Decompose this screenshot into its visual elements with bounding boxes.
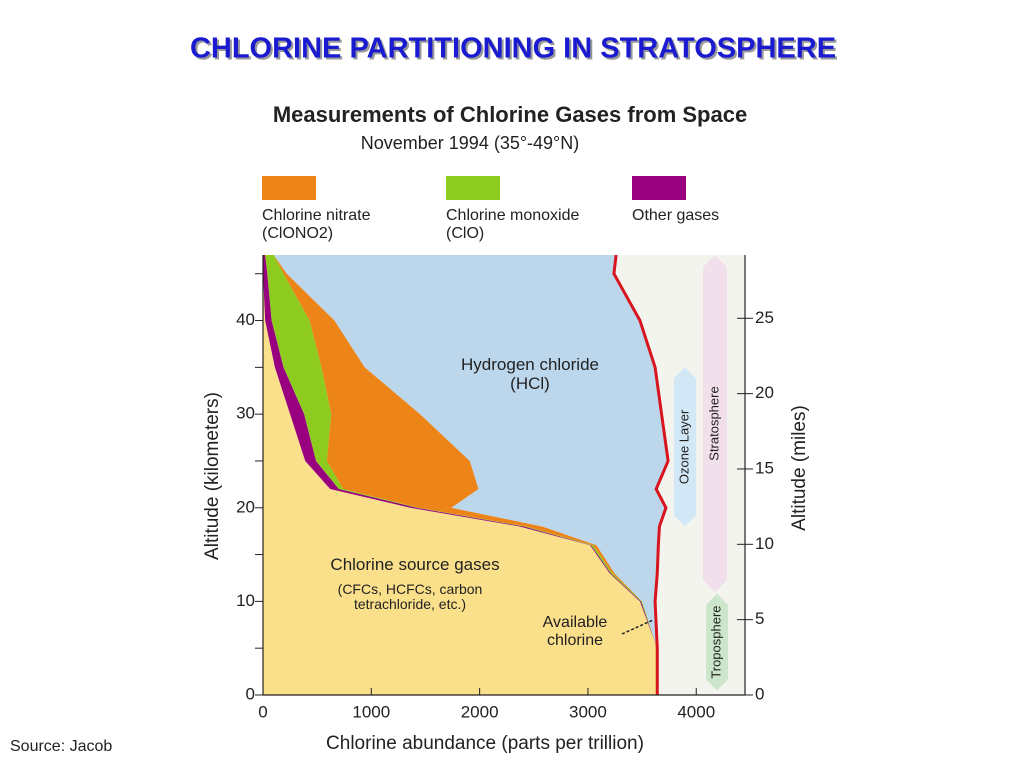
y-tick-label: 0 [246,684,255,703]
band [703,255,727,593]
y2-axis-label: Altitude (miles) [789,405,810,531]
x-tick-label: 4000 [677,702,715,721]
y2-tick-label: 20 [755,383,774,402]
x-tick-label: 2000 [461,702,499,721]
area [263,255,658,695]
area [273,255,658,695]
annotation-arrow [621,619,654,635]
y-tick-label: 20 [236,497,255,516]
band [674,367,696,527]
y-axis-label: Altitude (kilometers) [202,392,223,560]
band-label: Troposphere [708,605,723,678]
slide-title-shadow: CHLORINE PARTITIONING IN STRATOSPHERE [192,35,838,67]
hcl-label: Hydrogen chloride (HCl) [461,355,599,393]
band-label: Stratosphere [706,386,721,460]
slide-title: CHLORINE PARTITIONING IN STRATOSPHERE [190,33,836,65]
legend-label: Chlorine monoxide (ClO) [446,207,580,242]
y2-tick-label: 25 [755,308,774,327]
legend-swatch [262,176,316,200]
available-chlorine-label: Available chlorine [542,614,608,649]
source-gases-label: Chlorine source gases [330,555,500,574]
y2-tick-label: 5 [755,609,764,628]
legend-swatch [446,176,500,200]
chart-subtitle: November 1994 (35°-49°N) [361,133,580,153]
y-tick-label: 30 [236,404,255,423]
x-tick-label: 0 [258,702,267,721]
x-tick-label: 3000 [569,702,607,721]
source: Source: Jacob [10,738,112,755]
area [273,255,669,695]
y-tick-label: 10 [236,591,255,610]
legend-label: Chlorine nitrate (ClONO2) [262,207,371,242]
legend-swatch [632,176,686,200]
y2-tick-label: 10 [755,534,774,553]
y2-tick-label: 0 [755,684,764,703]
x-tick-label: 1000 [352,702,390,721]
band-label: Ozone Layer [676,409,691,484]
y2-tick-label: 15 [755,458,774,477]
legend-label: Other gases [632,207,720,224]
band [706,593,728,691]
y-tick-label: 40 [236,310,255,329]
total-line [612,254,670,695]
chart-title: Measurements of Chlorine Gases from Spac… [273,102,747,127]
source-gases-note: (CFCs, HCFCs, carbon tetrachloride, etc.… [337,581,483,613]
x-axis-label: Chlorine abundance (parts per trillion) [326,733,644,754]
